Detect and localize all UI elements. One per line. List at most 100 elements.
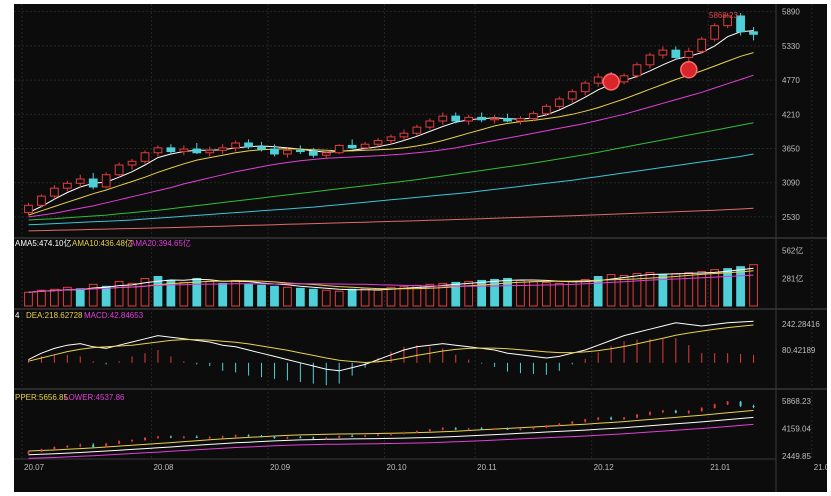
ma-line-ma10 [28, 52, 754, 216]
volume-bar [464, 280, 474, 307]
volume-bar [140, 277, 150, 307]
boll-candle [571, 421, 574, 424]
axis-labels: 5890 5330 4770 4210 3650 3090 2530 562亿 281亿 242.… [24, 8, 827, 472]
candle-body [464, 116, 474, 122]
volume-bar [75, 288, 85, 307]
boll-candle [700, 407, 703, 412]
macd-legend-1: 4 [15, 311, 20, 320]
candle-body [723, 15, 733, 27]
volume-bar [218, 282, 228, 307]
volume-bar [153, 276, 163, 307]
volume-bar [749, 264, 758, 307]
boll-candle [480, 428, 483, 430]
volume-bar [632, 273, 642, 307]
macd-y-tick: 242.28416 [782, 320, 820, 329]
boll-candle [506, 428, 509, 430]
x-tick-label: 21.02 [814, 463, 827, 472]
candle-body [749, 31, 758, 35]
candle-body [347, 144, 357, 149]
price-y-tick: 3650 [782, 144, 800, 153]
volume-bar [399, 285, 409, 307]
boll-candle [195, 436, 198, 438]
volume-bar [684, 272, 694, 307]
candle-body [697, 38, 707, 52]
price-y-tick: 2530 [782, 213, 800, 222]
volume-bar [49, 288, 59, 307]
volume-bar [321, 289, 331, 307]
boll-candle [208, 437, 211, 439]
boll-candle [674, 410, 677, 413]
volume-bar [24, 291, 33, 307]
volume-average-line [28, 270, 754, 293]
volume-bar [645, 272, 655, 307]
candle-body [671, 49, 681, 58]
boll-y-tick: 5868.23 [782, 397, 811, 406]
candle-body [140, 152, 150, 162]
boll-candle [169, 436, 172, 438]
boll-candle [53, 447, 56, 450]
volume-bar [438, 282, 448, 307]
volume-bar [283, 286, 292, 307]
boll-legend-1: PPER:5656.85 [15, 393, 68, 402]
boll-candle [221, 436, 224, 438]
volume-bar [244, 283, 253, 307]
x-tick-label: 20.10 [387, 463, 408, 472]
candle-body [37, 195, 46, 206]
candle-body [373, 140, 383, 145]
boll-candle [144, 437, 146, 441]
candle-body [503, 118, 512, 122]
boll-candle [545, 425, 548, 428]
candle-body [308, 151, 318, 156]
boll-candle [156, 436, 159, 438]
volume-bar [541, 281, 551, 307]
volume-bar [37, 289, 46, 307]
boll-candle [131, 440, 134, 442]
price-y-tick: 5330 [782, 42, 800, 51]
x-tick-label: 20.09 [270, 463, 291, 472]
boll-candle [687, 411, 690, 413]
candle-body [88, 178, 98, 188]
vol-legend-1: AMA5:474.10亿 [15, 238, 71, 248]
boll-candle [441, 428, 444, 430]
volume-bar [723, 268, 733, 307]
volume-bar [347, 288, 357, 307]
candle-body [360, 143, 370, 149]
volume-bar [101, 285, 111, 307]
candle-body [179, 148, 189, 153]
candle-body [645, 54, 655, 66]
candle-body [153, 147, 163, 154]
boll-panel [27, 401, 755, 459]
volume-bar [373, 289, 383, 307]
volume-bar [503, 277, 512, 307]
last-price-label: 5868.23 [709, 11, 738, 20]
volume-y-tick: 562亿 [782, 246, 803, 256]
boll-candle [558, 423, 561, 426]
volume-bar [710, 269, 720, 307]
volume-bar [567, 280, 577, 307]
candle-body [619, 75, 629, 83]
boll-candle [182, 436, 185, 438]
candle-body [127, 160, 137, 166]
candle-body [490, 118, 499, 121]
candle-body [321, 152, 331, 156]
candle-body [295, 149, 305, 153]
boll-candle [532, 427, 535, 429]
boll-candle [390, 433, 392, 435]
boll-candle [493, 428, 496, 430]
boll-candle [415, 431, 418, 433]
volume-bar [593, 276, 603, 307]
candle-body [567, 91, 577, 100]
boll-y-tick: 4159.04 [782, 425, 811, 434]
candle-body [632, 64, 642, 77]
chart-panel [14, 4, 827, 492]
macd-dif-line [28, 320, 754, 372]
ma-line-ma120 [28, 153, 754, 226]
ma-line-ma250 [28, 207, 754, 232]
volume-bar [270, 285, 279, 307]
candle-body [101, 174, 111, 188]
candle-body [541, 105, 551, 115]
candle-body [192, 148, 202, 154]
ma-line-ma20 [28, 74, 754, 218]
volume-bar [179, 281, 189, 307]
candle-body [270, 148, 279, 155]
